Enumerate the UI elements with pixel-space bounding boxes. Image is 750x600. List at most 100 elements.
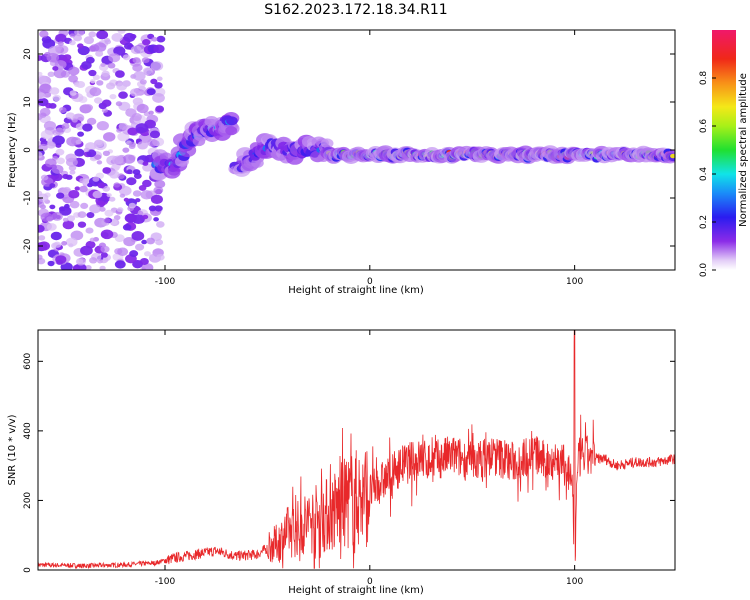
heatmap-cell bbox=[95, 50, 104, 57]
colorbar-tick-label: 0.4 bbox=[699, 167, 709, 182]
heatmap-cell bbox=[141, 57, 150, 64]
heatmap-cell bbox=[153, 44, 165, 54]
y-tick-label: 20 bbox=[23, 48, 33, 60]
heatmap-cell bbox=[143, 251, 151, 257]
heatmap-cell bbox=[116, 207, 124, 213]
heatmap-cell bbox=[46, 216, 54, 222]
heatmap-cell bbox=[130, 45, 142, 55]
snr-ylabel: SNR (10 * v/v) bbox=[7, 414, 18, 485]
heatmap-cell bbox=[96, 121, 109, 131]
y-tick-label: 0 bbox=[23, 567, 33, 573]
heatmap-cell bbox=[68, 74, 79, 83]
heatmap-cell bbox=[71, 118, 78, 123]
heatmap-cell bbox=[132, 57, 141, 64]
heatmap-cell bbox=[150, 61, 164, 71]
heatmap-cell bbox=[131, 231, 145, 241]
heatmap-cell bbox=[38, 200, 45, 208]
heatmap-cell bbox=[75, 139, 82, 145]
heatmap-cell bbox=[108, 196, 116, 202]
heatmap-cell bbox=[50, 231, 62, 241]
heatmap-cell bbox=[84, 264, 92, 270]
heatmap-cell bbox=[96, 160, 103, 165]
y-tick-label: -20 bbox=[23, 238, 33, 253]
heatmap-cell bbox=[152, 93, 165, 103]
heatmap-cell bbox=[117, 247, 129, 256]
heatmap-cell bbox=[127, 127, 138, 136]
heatmap-cell bbox=[119, 193, 126, 198]
heatmap-cell bbox=[138, 184, 147, 191]
heatmap-cell bbox=[52, 135, 65, 146]
y-tick-label: -10 bbox=[23, 190, 33, 205]
heatmap-cell bbox=[142, 179, 152, 188]
colorbar: 0.0 0.2 0.4 0.6 0.8 Normalized spectral ampl… bbox=[699, 30, 749, 277]
heatmap-cell bbox=[93, 140, 107, 151]
heatmap-cell bbox=[80, 245, 93, 256]
heatmap-cell bbox=[100, 245, 110, 253]
heatmap-cell bbox=[101, 99, 112, 107]
heatmap-cell bbox=[102, 167, 112, 174]
heatmap-cell bbox=[148, 110, 154, 115]
heatmap-cell bbox=[146, 88, 156, 96]
heatmap-cell bbox=[69, 33, 76, 38]
heatmap-cell bbox=[100, 62, 106, 67]
heatmap-cell bbox=[80, 202, 89, 209]
heatmap-cell bbox=[154, 179, 166, 189]
heatmap-cell bbox=[113, 214, 121, 221]
x-tick-label: 0 bbox=[367, 277, 373, 287]
x-tick-label: 100 bbox=[566, 277, 583, 287]
heatmap-cell bbox=[156, 76, 163, 81]
heatmap-cell bbox=[132, 190, 142, 197]
heatmap-cell bbox=[137, 141, 149, 150]
heatmap-cell bbox=[77, 211, 87, 219]
heatmap-cell bbox=[225, 126, 238, 136]
heatmap-cell bbox=[96, 30, 109, 40]
heatmap-cell bbox=[153, 217, 159, 222]
heatmap-cell bbox=[140, 190, 153, 200]
heatmap-cell bbox=[111, 33, 123, 42]
heatmap-cell bbox=[154, 82, 163, 89]
heatmap-cell bbox=[38, 254, 43, 260]
heatmap-cell bbox=[125, 213, 137, 222]
x-tick-label: 100 bbox=[566, 577, 583, 587]
heatmap-cell bbox=[54, 127, 65, 136]
heatmap-cell bbox=[113, 182, 121, 188]
colorbar-gradient bbox=[712, 30, 736, 270]
heatmap-cell bbox=[93, 42, 107, 53]
heatmap-cell bbox=[147, 138, 158, 147]
heatmap-cell bbox=[149, 130, 161, 139]
heatmap-cell bbox=[89, 87, 102, 97]
heatmap-cell bbox=[94, 154, 102, 160]
heatmap-cell bbox=[38, 71, 43, 76]
heatmap-cell bbox=[79, 185, 88, 193]
colorbar-ticks: 0.0 0.2 0.4 0.6 0.8 bbox=[699, 71, 716, 277]
heatmap-cell bbox=[62, 217, 69, 222]
heatmap-cell bbox=[105, 82, 116, 90]
heatmap-cell bbox=[136, 103, 149, 114]
heatmap-cell bbox=[112, 155, 124, 165]
snr-plot-area bbox=[38, 330, 675, 570]
heatmap-cell bbox=[122, 147, 130, 153]
heatmap-cell bbox=[108, 53, 121, 63]
heatmap-cell bbox=[156, 254, 165, 261]
heatmap-cell bbox=[101, 70, 110, 77]
heatmap-cell bbox=[123, 32, 136, 42]
heatmap-cell bbox=[75, 257, 87, 266]
heatmap-cells bbox=[38, 30, 675, 270]
heatmap-cell bbox=[99, 265, 106, 270]
heatmap-cell bbox=[79, 178, 85, 183]
heatmap-cell bbox=[122, 54, 131, 61]
colorbar-tick-label: 0.8 bbox=[699, 71, 709, 86]
heatmap-cell bbox=[49, 204, 56, 210]
heatmap-cell bbox=[126, 169, 133, 174]
colorbar-tick-label: 0.2 bbox=[699, 215, 709, 229]
heatmap-cell bbox=[46, 223, 57, 231]
heatmap-cell bbox=[38, 92, 46, 99]
heatmap-cell bbox=[107, 62, 116, 69]
heatmap-cell bbox=[139, 79, 147, 85]
heatmap-cell bbox=[92, 190, 103, 199]
x-tick-label: 0 bbox=[367, 577, 373, 587]
heatmap-cell bbox=[150, 78, 158, 85]
heatmap-cell bbox=[77, 43, 84, 49]
heatmap-cell bbox=[53, 241, 62, 248]
